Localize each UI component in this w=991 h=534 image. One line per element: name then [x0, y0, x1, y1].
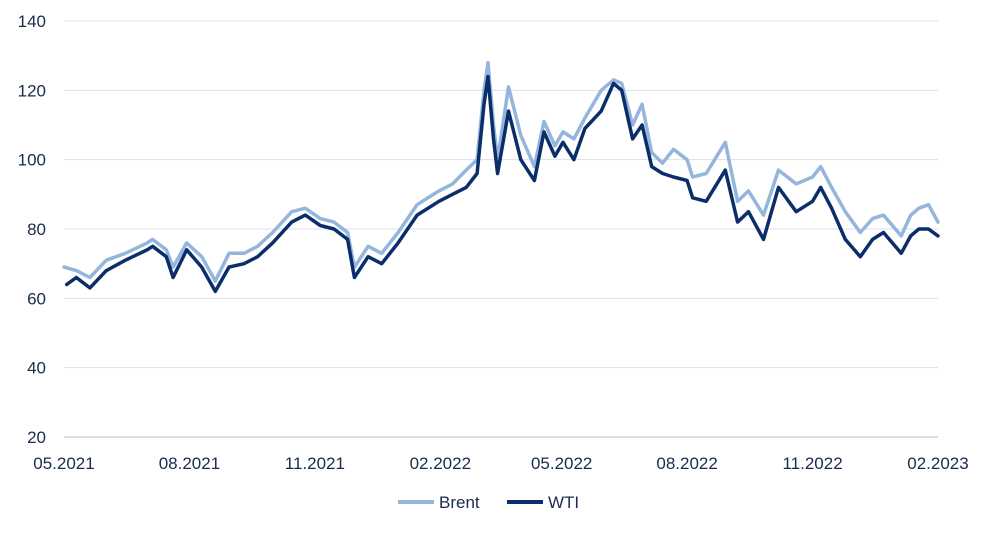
y-tick-label: 80: [27, 220, 46, 239]
x-tick-label: 08.2021: [159, 454, 220, 473]
x-tick-label: 02.2022: [410, 454, 471, 473]
y-tick-label: 100: [18, 151, 46, 170]
y-tick-label: 40: [27, 359, 46, 378]
legend: Brent WTI: [398, 493, 579, 512]
x-tick-label: 11.2021: [285, 454, 345, 473]
x-axis-tick-labels: 05.2021 08.2021 11.2021 02.2022 05.2022 08.20…: [33, 454, 968, 473]
x-tick-label: 05.2022: [531, 454, 592, 473]
series-lines: [62, 60, 940, 294]
legend-label-wti: WTI: [548, 493, 579, 512]
y-tick-label: 60: [27, 289, 46, 308]
x-tick-label: 11.2022: [782, 454, 842, 473]
x-tick-label: 02.2023: [907, 454, 968, 473]
series-line-wti: [64, 74, 940, 294]
y-tick-label: 140: [18, 12, 46, 31]
y-tick-label: 20: [27, 428, 46, 447]
series-line-brent: [62, 60, 940, 283]
y-axis-tick-labels: 20 40 60 80 100 120 140: [18, 12, 46, 447]
grid-lines: [64, 20, 938, 438]
y-tick-label: 120: [18, 81, 46, 100]
legend-label-brent: Brent: [439, 493, 480, 512]
x-tick-label: 05.2021: [33, 454, 94, 473]
x-tick-label: 08.2022: [656, 454, 717, 473]
